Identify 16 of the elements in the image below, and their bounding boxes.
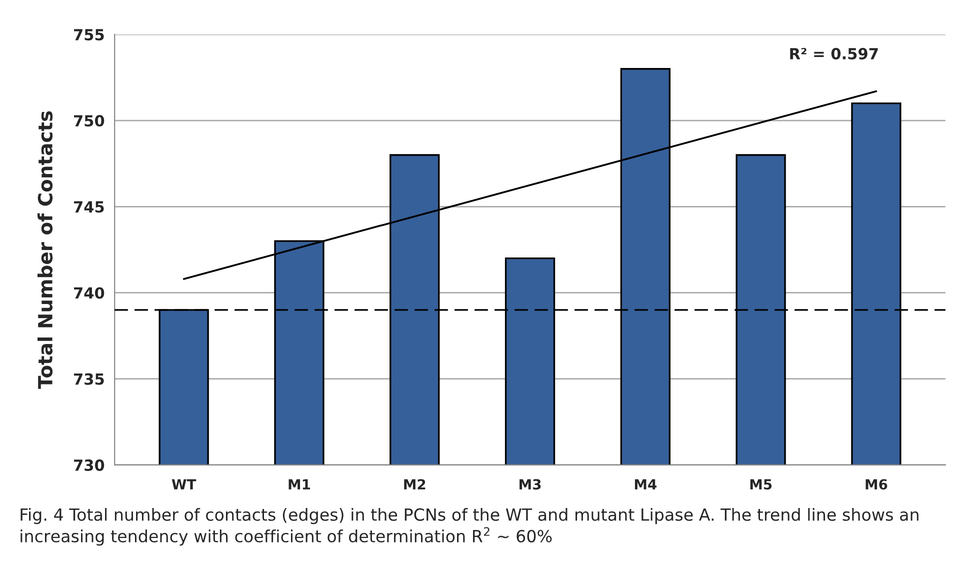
x-tick-label: M3 [520,479,541,490]
y-tick-label: 735 [74,373,104,385]
y-tick-label: 740 [74,287,104,299]
x-tick-label: M4 [634,479,657,490]
x-tick-label: M1 [288,479,310,490]
y-tick-label: 750 [74,115,104,127]
y-tick-label: 745 [74,201,104,213]
annotation: R² = 0.597 [790,48,878,60]
y-tick-label: 730 [74,459,104,471]
y-tick-label: 755 [74,29,104,40]
caption: Fig. 4 Total number of contacts (edges) in the PCNs of the WT and mutant Lipase A. The trend line shows an increasing tendency with coefficient of determination R$^{2}$ ~ 60% [20,508,918,546]
x-tick-label: M6 [866,479,888,490]
x-tick-label: M5 [750,479,772,490]
x-tick-label: WT [172,479,196,490]
y-axis-title: Total Number of Contacts [38,111,53,389]
x-tick-label: M2 [404,479,426,490]
